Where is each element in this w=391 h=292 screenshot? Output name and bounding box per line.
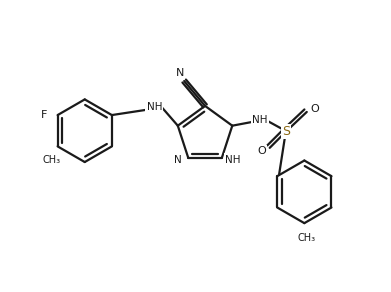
Text: N: N	[176, 68, 184, 78]
Text: CH₃: CH₃	[43, 155, 61, 165]
Text: F: F	[41, 110, 47, 120]
Text: S: S	[282, 125, 290, 138]
Text: O: O	[257, 146, 266, 156]
Text: NH: NH	[147, 102, 162, 112]
Text: N: N	[174, 155, 181, 165]
Text: NH: NH	[252, 115, 267, 125]
Text: O: O	[311, 104, 319, 114]
Text: CH₃: CH₃	[297, 233, 315, 243]
Text: NH: NH	[225, 155, 240, 165]
